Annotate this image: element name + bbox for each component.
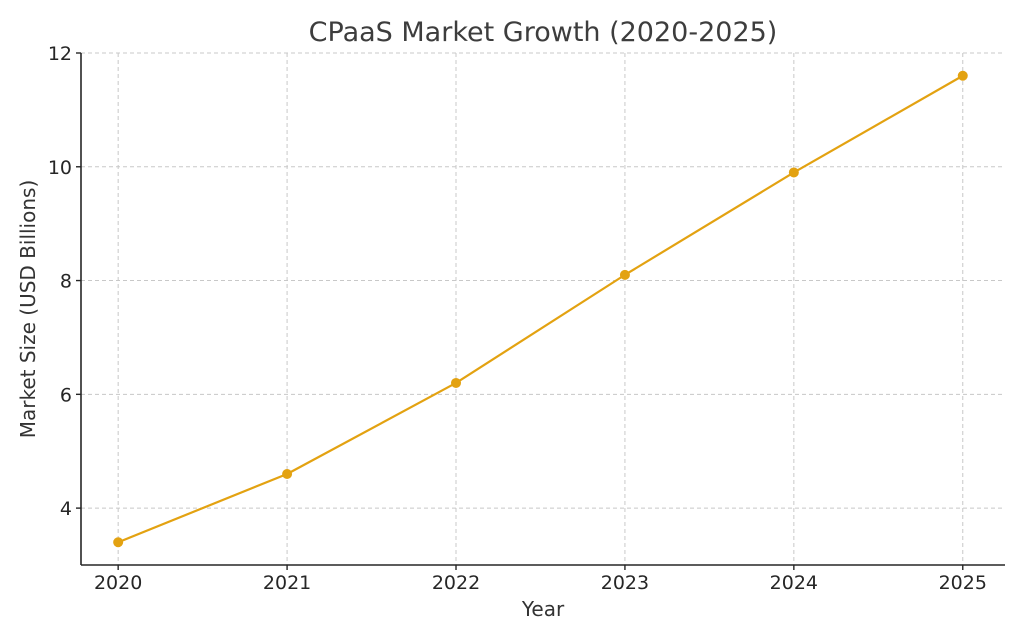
- tick-labels-layer: 2020 2021 2022 2023 2024 2025 4 6 8 10 12: [48, 43, 987, 594]
- data-point: [113, 537, 124, 548]
- data-point: [957, 70, 968, 81]
- x-tick-label: 2025: [939, 572, 987, 594]
- y-tick-label: 4: [60, 498, 72, 520]
- series-layer: [113, 70, 968, 548]
- data-point: [451, 377, 462, 388]
- x-tick-label: 2024: [770, 572, 818, 594]
- x-tick-label: 2021: [263, 572, 311, 594]
- y-axis-label: Market Size (USD Billions): [16, 180, 40, 439]
- y-tick-label: 8: [60, 271, 72, 293]
- data-point: [788, 167, 799, 178]
- x-tick-label: 2023: [601, 572, 649, 594]
- y-tick-label: 12: [48, 43, 72, 65]
- y-tick-label: 6: [60, 384, 72, 406]
- axes-layer: [76, 52, 1005, 570]
- grid-layer: [81, 52, 1005, 565]
- x-tick-label: 2020: [94, 572, 142, 594]
- x-axis-label: Year: [521, 597, 565, 621]
- data-point: [282, 468, 293, 479]
- x-tick-label: 2022: [432, 572, 480, 594]
- data-point: [619, 269, 630, 280]
- y-tick-label: 10: [48, 157, 72, 179]
- series-line: [117, 74, 964, 544]
- chart-title: CPaaS Market Growth (2020-2025): [309, 17, 778, 48]
